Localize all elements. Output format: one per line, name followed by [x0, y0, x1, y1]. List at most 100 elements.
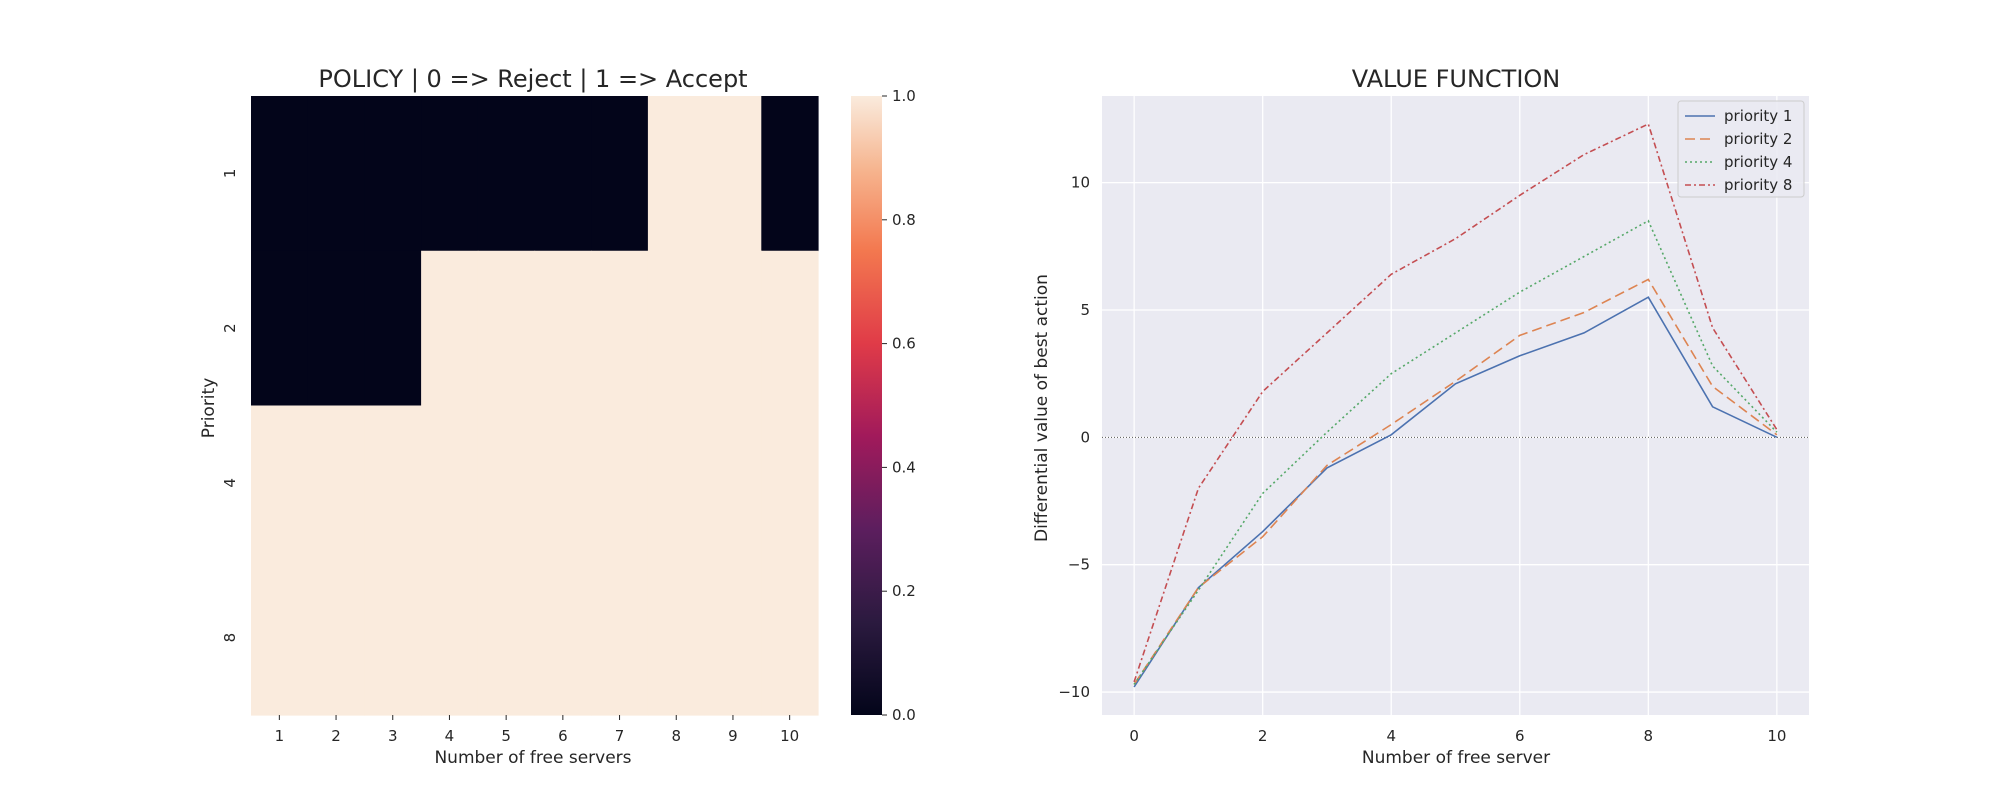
- heatmap-cell-4-9: [704, 405, 762, 561]
- heatmap-x-tick-label: 3: [388, 727, 398, 745]
- line-x-tick-label: 4: [1386, 727, 1396, 745]
- heatmap-cells: [251, 96, 819, 716]
- heatmap-cell-2-1: [251, 250, 309, 407]
- series-line-priority-8: [1133, 122, 1778, 683]
- heatmap-x-axis-label: Number of free servers: [434, 748, 631, 768]
- heatmap-x-tick-label: 1: [275, 727, 285, 745]
- heatmap-y-tick-label: 4: [221, 478, 239, 488]
- series-line-priority-1: [1133, 296, 1778, 688]
- heatmap-cell-8-6: [534, 560, 592, 716]
- heatmap-cell-2-3: [364, 250, 422, 407]
- legend-label: priority 1: [1724, 107, 1792, 125]
- heatmap-cell-1-6: [534, 96, 592, 252]
- line-x-tick-label: 0: [1129, 727, 1139, 745]
- heatmap-cell-1-8: [647, 96, 706, 252]
- heatmap-cell-4-1: [251, 405, 309, 561]
- colorbar-tick-label: 0.2: [892, 582, 916, 600]
- heatmap-x-tick-label: 7: [615, 727, 625, 745]
- heatmap-y-ticks: 1 2 4 8: [221, 169, 239, 643]
- heatmap-cell-2-6: [534, 250, 592, 407]
- value-function-panel: VALUE FUNCTION 0 2 4 6 8 10 −10 −5 0 5 10 Number …: [1032, 65, 1809, 768]
- heatmap-cell-8-7: [591, 560, 649, 716]
- heatmap-cell-2-5: [477, 250, 536, 407]
- colorbar-tick-label: 0.6: [892, 335, 916, 353]
- heatmap-cell-8-3: [364, 560, 422, 716]
- colorbar-tick-label: 0.8: [892, 211, 916, 229]
- line-y-tick-label: −5: [1068, 556, 1090, 574]
- heatmap-cell-1-3: [364, 96, 422, 252]
- heatmap-cell-1-9: [704, 96, 762, 252]
- heatmap-cell-2-2: [307, 250, 365, 407]
- heatmap-cell-2-7: [591, 250, 649, 407]
- line-y-ticks: −10 −5 0 5 10: [1058, 174, 1090, 701]
- heatmap-x-tick-label: 10: [780, 727, 799, 745]
- heatmap-y-tick-label: 2: [221, 323, 239, 333]
- heatmap-cell-2-8: [647, 250, 706, 407]
- legend: priority 1 priority 2 priority 4 priority 8: [1677, 100, 1805, 198]
- heatmap-cell-1-1: [251, 96, 309, 252]
- line-x-axis-label: Number of free server: [1362, 748, 1550, 768]
- colorbar-tick-label: 0.0: [892, 706, 916, 724]
- heatmap-x-tick-label: 6: [558, 727, 568, 745]
- heatmap-cell-4-6: [534, 405, 592, 561]
- line-y-tick-label: −10: [1058, 683, 1090, 701]
- heatmap-cell-4-5: [477, 405, 536, 561]
- heatmap-y-tick-label: 1: [221, 169, 239, 179]
- heatmap-cell-1-10: [761, 96, 819, 252]
- heatmap-x-tick-label: 8: [671, 727, 681, 745]
- heatmap-x-tick-label: 4: [445, 727, 455, 745]
- series-lines: [1133, 122, 1778, 688]
- series-line-priority-4: [1133, 219, 1778, 685]
- heatmap-y-tick-label: 8: [221, 633, 239, 643]
- colorbar-tick-label: 0.4: [892, 458, 916, 476]
- legend-frame: [1677, 100, 1805, 198]
- line-x-tick-label: 2: [1258, 727, 1268, 745]
- line-x-ticks: 0 2 4 6 8 10: [1129, 727, 1786, 745]
- colorbar-tick-label: 1.0: [892, 87, 916, 105]
- heatmap-cell-8-1: [251, 560, 309, 716]
- line-x-tick-label: 8: [1644, 727, 1654, 745]
- heatmap-x-tick-label: 5: [501, 727, 511, 745]
- heatmap-cell-4-10: [761, 405, 819, 561]
- colorbar-ticks: 0.0 0.2 0.4 0.6 0.8 1.0: [882, 87, 916, 724]
- heatmap-title: POLICY | 0 => Reject | 1 => Accept: [318, 65, 747, 93]
- line-y-tick-label: 10: [1071, 174, 1090, 192]
- heatmap-cell-4-8: [647, 405, 706, 561]
- line-x-tick-label: 10: [1767, 727, 1786, 745]
- heatmap-cell-8-10: [761, 560, 819, 716]
- heatmap-cell-1-5: [477, 96, 536, 252]
- heatmap-cell-2-9: [704, 250, 762, 407]
- heatmap-y-axis-label: Priority: [199, 378, 219, 439]
- legend-label: priority 2: [1724, 130, 1792, 148]
- heatmap-cell-8-4: [421, 560, 479, 716]
- heatmap-x-ticks: 1 2 3 4 5 6 7 8 9 10: [275, 715, 799, 745]
- heatmap-cell-1-2: [307, 96, 365, 252]
- heatmap-cell-4-4: [421, 405, 479, 561]
- heatmap-cell-8-9: [704, 560, 762, 716]
- heatmap-cell-4-3: [364, 405, 422, 561]
- line-y-axis-label: Differential value of best action: [1032, 274, 1052, 542]
- series-line-priority-2: [1133, 278, 1778, 685]
- heatmap-cell-4-2: [307, 405, 365, 561]
- heatmap-cell-1-7: [591, 96, 649, 252]
- heatmap-cell-4-7: [591, 405, 649, 561]
- policy-heatmap-panel: POLICY | 0 => Reject | 1 => Accept 1 2 3 4 5…: [199, 65, 916, 768]
- heatmap-cell-8-8: [647, 560, 706, 716]
- heatmap-x-tick-label: 2: [331, 727, 341, 745]
- line-chart-title: VALUE FUNCTION: [1352, 65, 1561, 93]
- heatmap-cell-2-4: [421, 250, 479, 407]
- heatmap-cell-8-2: [307, 560, 365, 716]
- line-y-tick-label: 5: [1080, 301, 1090, 319]
- legend-label: priority 8: [1724, 176, 1792, 194]
- heatmap-cell-8-5: [477, 560, 536, 716]
- line-y-tick-label: 0: [1080, 428, 1090, 446]
- heatmap-cell-1-4: [421, 96, 479, 252]
- heatmap-cell-2-10: [761, 250, 819, 407]
- legend-label: priority 4: [1724, 153, 1792, 171]
- line-x-tick-label: 6: [1515, 727, 1525, 745]
- plot-area: [1102, 96, 1809, 715]
- colorbar: [851, 96, 882, 715]
- heatmap-x-tick-label: 9: [728, 727, 738, 745]
- grid-lines: [1102, 96, 1809, 715]
